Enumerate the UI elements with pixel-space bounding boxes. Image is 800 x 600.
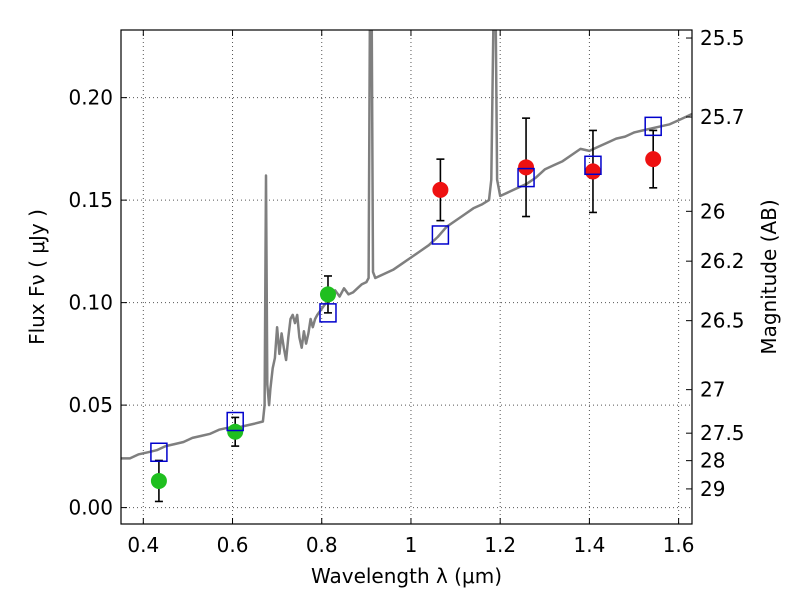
model-flux-square xyxy=(431,225,450,245)
photometry-point xyxy=(432,181,449,198)
x-tick-label: 0.6 xyxy=(217,533,249,557)
series-1 xyxy=(432,117,662,222)
x-tick-label: 1.4 xyxy=(573,533,605,557)
right-tick-label: 25.7 xyxy=(700,105,745,129)
series-0 xyxy=(150,275,336,503)
right-axis-label: Magnitude (AB) xyxy=(757,199,781,354)
x-tick-label: 1.6 xyxy=(663,533,695,557)
data-points xyxy=(150,116,662,503)
photometry-point xyxy=(645,151,662,168)
x-tick-label: 1.2 xyxy=(484,533,516,557)
right-tick-label: 29 xyxy=(700,477,725,501)
series-2 xyxy=(150,116,662,463)
model-flux-square xyxy=(226,411,244,432)
photometry-point xyxy=(319,286,336,303)
y-axis-label: Flux Fν ( μJy ) xyxy=(25,209,49,345)
tick-labels: 0.4 0.6 0.8 1 1.2 1.4 1.6 0.00 0.05 0.10 0.15 0.20 2… xyxy=(68,26,744,557)
model-spectrum-line xyxy=(121,30,692,460)
right-tick-label: 26 xyxy=(700,199,725,223)
photometry-point xyxy=(518,159,535,176)
x-tick-label: 0.4 xyxy=(127,533,159,557)
y-tick-label: 0.15 xyxy=(68,188,113,212)
right-tick-label: 25.5 xyxy=(700,26,745,50)
model-flux-square xyxy=(150,442,168,463)
y-tick-label: 0.10 xyxy=(68,291,113,315)
right-tick-label: 28 xyxy=(700,449,725,473)
axis-ticks xyxy=(121,30,692,524)
y-tick-label: 0.05 xyxy=(68,393,113,417)
y-tick-label: 0.20 xyxy=(68,86,113,110)
photometry-point xyxy=(227,423,244,440)
x-axis-label: Wavelength λ (μm) xyxy=(311,564,502,588)
grid xyxy=(121,30,692,524)
model-flux-square xyxy=(517,167,535,188)
y-tick-label: 0.00 xyxy=(68,496,113,520)
right-tick-label: 27 xyxy=(700,378,725,402)
x-tick-label: 1 xyxy=(405,533,418,557)
photometry-point xyxy=(150,472,167,489)
model-spectrum xyxy=(121,30,692,460)
model-flux-square xyxy=(319,303,337,323)
model-flux-square xyxy=(584,155,602,176)
plot-frame xyxy=(120,29,693,525)
right-tick-label: 27.5 xyxy=(700,421,745,445)
photometry-point xyxy=(584,163,601,180)
right-tick-label: 26.2 xyxy=(700,249,745,273)
model-flux-square xyxy=(644,116,662,137)
x-tick-label: 0.8 xyxy=(306,533,338,557)
right-tick-label: 26.5 xyxy=(700,309,745,333)
